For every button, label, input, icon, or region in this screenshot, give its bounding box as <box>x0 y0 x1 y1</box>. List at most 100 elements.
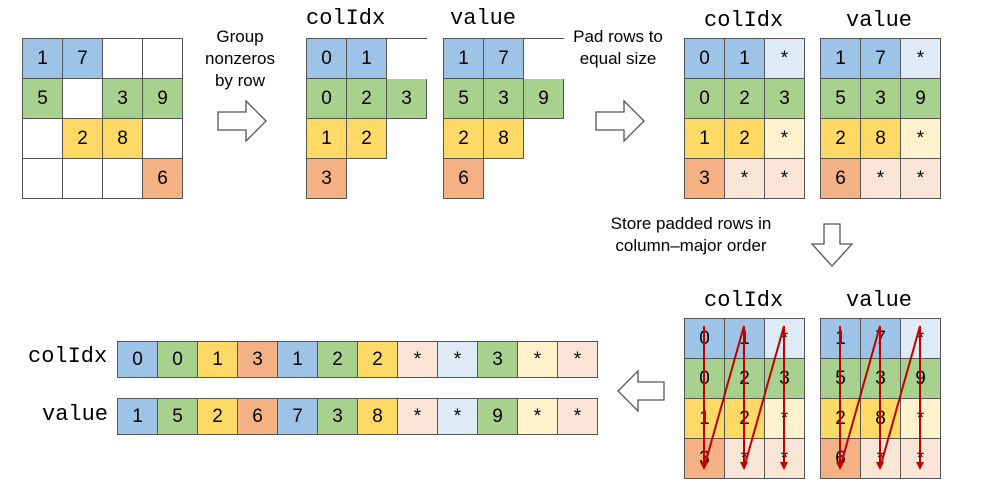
padded-cell: 2 <box>725 119 765 159</box>
flat-array-cell: * <box>518 342 558 378</box>
padded-value-grid: 1 7 * 5 3 9 2 8 * 6 * * <box>820 38 941 199</box>
flat-array-cell: 5 <box>158 399 198 435</box>
padded-cell: * <box>901 159 941 199</box>
padded-cell: 9 <box>901 79 941 119</box>
matrix-cell: 8 <box>103 119 143 159</box>
flat-array-cell: * <box>558 399 598 435</box>
padded-cell: 5 <box>821 79 861 119</box>
grouped-cell: 1 <box>307 119 347 159</box>
grouped-cell: 3 <box>484 79 524 119</box>
padded-cell: 1 <box>725 39 765 79</box>
padded-cell: * <box>725 159 765 199</box>
flat-array-cell: * <box>398 399 438 435</box>
padded-cell: 3 <box>765 79 805 119</box>
padded-cell: * <box>765 39 805 79</box>
flat-array-cell: * <box>438 399 478 435</box>
matrix-cell <box>63 159 103 199</box>
grouped-cell: 3 <box>387 79 427 119</box>
traversal-connector <box>839 325 881 469</box>
grouped-colidx-label: colIdx <box>306 6 386 31</box>
padded-cell: 3 <box>685 159 725 199</box>
step-label-group: Group nonzeros by row <box>205 27 275 90</box>
flat-array-cell: 8 <box>358 399 398 435</box>
matrix-cell: 6 <box>143 159 183 199</box>
flat-array-cell: 7 <box>278 399 318 435</box>
padded-cell: 2 <box>821 119 861 159</box>
flat-array-cell: 1 <box>198 342 238 378</box>
grouped-cell: 5 <box>444 79 484 119</box>
grouped-value-label: value <box>450 6 517 31</box>
grouped-cell: 9 <box>524 79 564 119</box>
grouped-cell: 1 <box>347 39 387 79</box>
grouped-cell: 7 <box>484 39 524 79</box>
flat-array-cell: 0 <box>158 342 198 378</box>
padded-cell: 7 <box>861 39 901 79</box>
padded-cell: 1 <box>685 119 725 159</box>
flat-array-cell: 1 <box>278 342 318 378</box>
matrix-cell <box>63 79 103 119</box>
padded-colidx-label: colIdx <box>704 8 784 33</box>
grouped-cell: 3 <box>307 159 347 199</box>
step-label-pad: Pad rows to equal size <box>573 27 663 68</box>
flat-array-cell: 3 <box>238 342 278 378</box>
grouped-cell: 2 <box>444 119 484 159</box>
padded-cell: * <box>901 119 941 159</box>
padded-colidx-grid: 0 1 * 0 2 3 1 2 * 3 * * <box>684 38 805 199</box>
padded-cell: 1 <box>821 39 861 79</box>
matrix-cell: 7 <box>63 39 103 79</box>
matrix-cell: 5 <box>23 79 63 119</box>
flat-array-cell: 0 <box>118 342 158 378</box>
padded-cell: 2 <box>725 79 765 119</box>
grouped-cell: 1 <box>444 39 484 79</box>
flat-array-cell: 3 <box>478 342 518 378</box>
matrix-cell <box>143 39 183 79</box>
flat-array-cell: * <box>438 342 478 378</box>
traversal-connector <box>743 325 785 469</box>
flat-array-cell: * <box>398 342 438 378</box>
matrix-cell: 3 <box>103 79 143 119</box>
padded-cell: 0 <box>685 39 725 79</box>
matrix-cell: 2 <box>63 119 103 159</box>
matrix-cell <box>23 159 63 199</box>
matrix-cell <box>103 159 143 199</box>
flat-colidx-label: colIdx <box>28 344 108 369</box>
matrix-cell <box>103 39 143 79</box>
colmajor-value-label: value <box>846 288 913 313</box>
flat-value-array: 1 5 2 6 7 3 8 * * 9 * * <box>117 398 598 435</box>
grouped-cell: 6 <box>444 159 484 199</box>
flat-array-cell: * <box>518 399 558 435</box>
flat-array-cell: 3 <box>318 399 358 435</box>
matrix-cell <box>143 119 183 159</box>
padded-cell: * <box>765 119 805 159</box>
padded-cell: * <box>861 159 901 199</box>
padded-value-label: value <box>846 8 913 33</box>
padded-cell: 0 <box>685 79 725 119</box>
grouped-cell: 0 <box>307 39 347 79</box>
grouped-cell: 2 <box>347 79 387 119</box>
matrix-cell <box>23 119 63 159</box>
flat-array-cell: * <box>558 342 598 378</box>
padded-cell: * <box>901 39 941 79</box>
padded-cell: 3 <box>861 79 901 119</box>
flat-colidx-array: 0 0 1 3 1 2 2 * * 3 * * <box>117 341 598 378</box>
matrix-cell: 9 <box>143 79 183 119</box>
flat-array-cell: 2 <box>198 399 238 435</box>
traversal-connector <box>879 325 921 469</box>
colmajor-colidx-label: colIdx <box>704 288 784 313</box>
padded-cell: 6 <box>821 159 861 199</box>
step-label-store: Store padded rows in column–major order <box>610 214 772 255</box>
flat-array-cell: 6 <box>238 399 278 435</box>
grouped-cell: 0 <box>307 79 347 119</box>
flat-array-cell: 2 <box>358 342 398 378</box>
matrix-cell: 1 <box>23 39 63 79</box>
flat-array-cell: 1 <box>118 399 158 435</box>
grouped-cell: 8 <box>484 119 524 159</box>
